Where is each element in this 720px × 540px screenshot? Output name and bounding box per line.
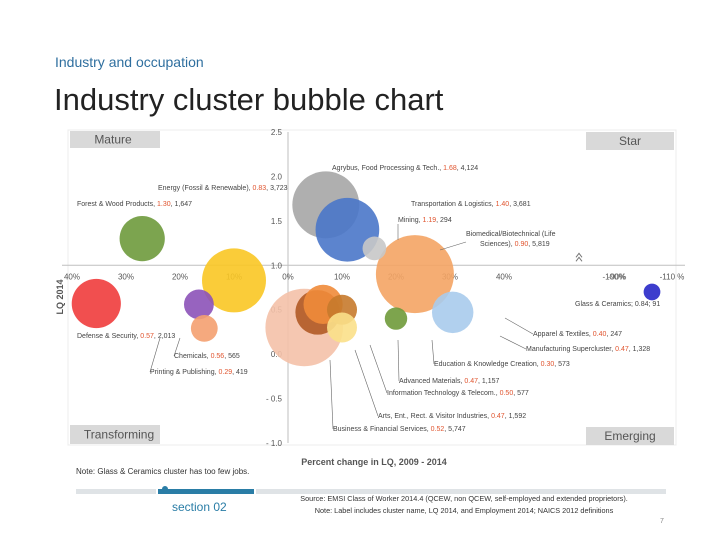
x-axis-title: Percent change in LQ, 2009 - 2014 xyxy=(301,457,447,467)
quadrant-label-bottom-left: Transforming xyxy=(84,428,154,442)
section-label[interactable]: section 02 xyxy=(172,500,227,514)
y-axis-title: LQ 2014 xyxy=(55,279,65,314)
bubble-point xyxy=(190,314,218,342)
data-label: Forest & Wood Products, 1.30, 1,647 xyxy=(77,201,192,208)
x-tick-label: -90% xyxy=(608,272,627,281)
leader-line xyxy=(329,359,334,430)
y-tick-label: 2.0 xyxy=(271,172,283,181)
bubble-point xyxy=(643,283,661,301)
bubble-point xyxy=(375,235,454,314)
chart-note: Note: Glass & Ceramics cluster has too f… xyxy=(76,467,250,476)
source-line-1: Source: EMSI Class of Worker 2014.4 (QCE… xyxy=(300,494,628,503)
data-label: Mining, 1.19, 294 xyxy=(398,217,452,224)
bubble-point xyxy=(384,307,408,330)
data-label: Defense & Security, 0.57, 2,013 xyxy=(77,333,175,340)
data-label: Education & Knowledge Creation, 0.30, 57… xyxy=(434,361,570,368)
quadrant-label-box xyxy=(586,427,674,445)
x-tick-label: -110 % xyxy=(660,272,685,281)
data-label: Glass & Ceramics; 0.84; 91 xyxy=(575,301,660,308)
data-label: Advanced Materials, 0.47, 1,157 xyxy=(399,378,500,385)
bubble-point xyxy=(183,289,214,320)
quadrant-label-top-right: Star xyxy=(619,134,641,148)
source-line-2: Note: Label includes cluster name, LQ 20… xyxy=(314,506,614,515)
leader-line xyxy=(173,337,181,357)
data-label: Sciences), 0.90, 5,819 xyxy=(480,241,550,248)
x-tick-label: 40% xyxy=(496,272,512,281)
y-tick-label: - 1.0 xyxy=(266,439,283,448)
leader-line xyxy=(504,317,534,335)
footer-progress-segment xyxy=(76,489,156,494)
y-tick-label: 1.5 xyxy=(271,217,283,226)
bubble-point xyxy=(327,312,357,343)
x-tick-label: 0% xyxy=(282,272,294,281)
leader-line xyxy=(354,349,379,417)
quadrant-label-box xyxy=(70,131,160,148)
footer-progress-dot xyxy=(162,486,168,492)
quadrant-label-top-left: Mature xyxy=(94,133,132,147)
x-tick-label: 40% xyxy=(64,272,80,281)
bubble-point xyxy=(431,291,474,334)
leader-line xyxy=(499,335,527,350)
data-label: Printing & Publishing, 0.29, 419 xyxy=(150,369,248,376)
y-tick-label: 2.5 xyxy=(271,128,283,137)
data-label: Business & Financial Services, 0.52, 5,7… xyxy=(333,426,466,433)
source-note: Source: EMSI Class of Worker 2014.4 (QCE… xyxy=(296,493,632,517)
data-label: Chemicals, 0.56, 565 xyxy=(174,353,240,360)
bubble-point xyxy=(71,278,121,329)
y-tick-label: 1.0 xyxy=(271,261,283,270)
leader-line xyxy=(439,241,467,251)
x-tick-label: 30% xyxy=(118,272,134,281)
quadrant-label-box xyxy=(70,425,160,444)
y-tick-label: - 0.5 xyxy=(266,395,283,404)
data-label: Apparel & Textiles, 0.40, 247 xyxy=(533,331,622,338)
data-label: Agrybus, Food Processing & Tech., 1.68, … xyxy=(332,165,478,172)
section-subtitle: Industry and occupation xyxy=(55,54,204,70)
leader-line xyxy=(431,339,435,365)
x-tick-label: 20% xyxy=(172,272,188,281)
x-tick-label: 10% xyxy=(334,272,350,281)
footer-progress-segment xyxy=(256,489,666,494)
leader-line xyxy=(149,337,161,373)
footer-progress-active-segment xyxy=(158,489,254,494)
bubble-point xyxy=(362,236,387,261)
data-label: Information Technology & Telecom., 0.50,… xyxy=(387,390,529,397)
bubble-point xyxy=(119,216,165,262)
axis-break-mark xyxy=(575,252,583,262)
leader-line xyxy=(397,339,400,382)
quadrant-label-bottom-right: Emerging xyxy=(604,429,655,443)
x-tick-label: -100% xyxy=(602,272,625,281)
quadrant-label-box xyxy=(586,132,674,150)
bubble-point xyxy=(202,248,266,313)
data-label: Manufacturing Supercluster, 0.47, 1,328 xyxy=(526,346,650,353)
leader-line xyxy=(369,344,388,394)
page-number: 7 xyxy=(660,518,664,525)
data-label: Arts, Ent., Rect. & Visitor Industries, … xyxy=(378,413,526,420)
plot-area xyxy=(67,129,677,446)
data-label: Biomedical/Biotechnical (Life xyxy=(466,231,556,238)
page-title: Industry cluster bubble chart xyxy=(54,82,444,117)
data-label: Energy (Fossil & Renewable), 0.83, 3,723 xyxy=(158,185,288,192)
data-label: Transportation & Logistics, 1.40, 3,681 xyxy=(411,201,531,208)
